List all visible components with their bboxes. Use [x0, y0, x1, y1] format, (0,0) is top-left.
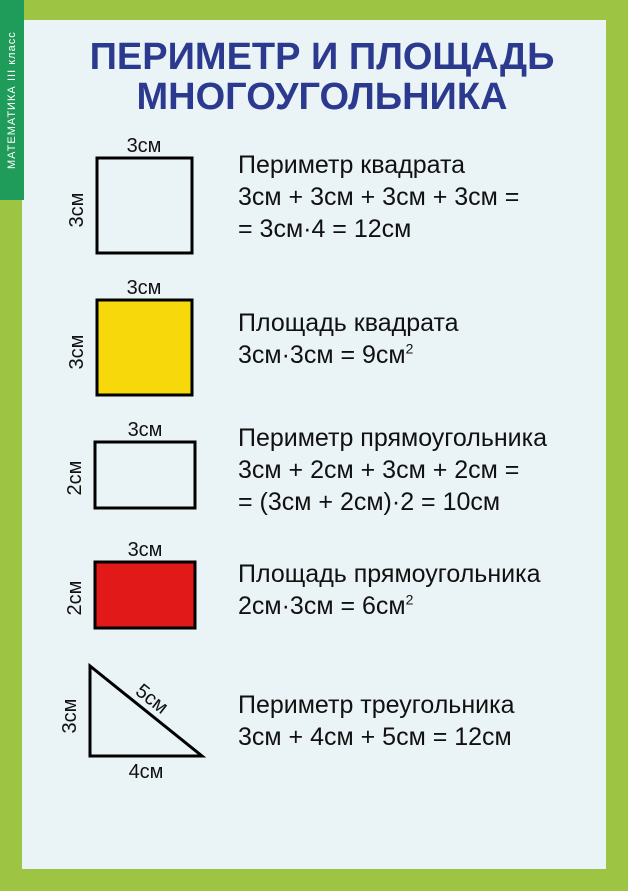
title-line-1: ПЕРИМЕТР И ПЛОЩАДЬ: [50, 38, 594, 78]
formula-line: 2см·3см = 6см2: [238, 590, 594, 622]
shape-rect-filled: 3см 2см: [50, 536, 220, 644]
svg-text:3см: 3см: [127, 135, 162, 157]
heading: Периметр треугольника: [238, 689, 594, 721]
svg-text:5см: 5см: [131, 680, 172, 719]
sidebar-grade: III класс: [5, 31, 19, 81]
svg-text:2см: 2см: [64, 460, 86, 495]
svg-text:3см: 3см: [66, 192, 88, 227]
inner-panel: ПЕРИМЕТР И ПЛОЩАДЬ МНОГОУГОЛЬНИКА 3см 3с…: [22, 20, 606, 869]
row-triangle-perimeter: 3см 4см 5см Периметр треугольника 3см + …: [50, 656, 594, 786]
sidebar-tab: МАТЕМАТИКА III класс: [0, 0, 24, 200]
svg-text:3см: 3см: [128, 419, 163, 441]
heading: Периметр квадрата: [238, 149, 594, 181]
row-rect-perimeter: 3см 2см Периметр прямоугольника 3см + 2с…: [50, 416, 594, 524]
row-square-perimeter: 3см 3см Периметр квадрата 3см + 3см + 3с…: [50, 132, 594, 262]
svg-text:4см: 4см: [129, 761, 164, 783]
heading: Площадь прямоугольника: [238, 558, 594, 590]
shape-triangle: 3см 4см 5см: [50, 656, 220, 786]
text-square-perimeter: Периметр квадрата 3см + 3см + 3см + 3см …: [238, 149, 594, 245]
formula-line: 3см + 4см + 5см = 12см: [238, 721, 594, 753]
formula-line: 3см + 2см + 3см + 2см =: [238, 454, 594, 486]
text-rect-area: Площадь прямоугольника 2см·3см = 6см2: [238, 558, 594, 622]
svg-text:3см: 3см: [66, 334, 88, 369]
heading: Периметр прямоугольника: [238, 422, 594, 454]
svg-text:3см: 3см: [128, 539, 163, 561]
formula-line: 3см + 3см + 3см + 3см =: [238, 181, 594, 213]
outer-frame: МАТЕМАТИКА III класс ПЕРИМЕТР И ПЛОЩАДЬ …: [0, 0, 628, 891]
page-title: ПЕРИМЕТР И ПЛОЩАДЬ МНОГОУГОЛЬНИКА: [50, 38, 594, 118]
svg-text:2см: 2см: [64, 580, 86, 615]
heading: Площадь квадрата: [238, 307, 594, 339]
shape-square-outline: 3см 3см: [50, 132, 220, 262]
title-line-2: МНОГОУГОЛЬНИКА: [50, 78, 594, 118]
formula-line: 3см·3см = 9см2: [238, 339, 594, 371]
shape-rect-outline: 3см 2см: [50, 416, 220, 524]
svg-text:3см: 3см: [59, 698, 81, 733]
formula-line: = (3см + 2см)·2 = 10см: [238, 486, 594, 518]
row-rect-area: 3см 2см Площадь прямоугольника 2см·3см =…: [50, 536, 594, 644]
row-square-area: 3см 3см Площадь квадрата 3см·3см = 9см2: [50, 274, 594, 404]
text-rect-perimeter: Периметр прямоугольника 3см + 2см + 3см …: [238, 422, 594, 518]
sidebar-subject: МАТЕМАТИКА: [5, 85, 19, 169]
formula-line: = 3см·4 = 12см: [238, 213, 594, 245]
svg-text:3см: 3см: [127, 277, 162, 299]
text-square-area: Площадь квадрата 3см·3см = 9см2: [238, 307, 594, 371]
text-triangle-perimeter: Периметр треугольника 3см + 4см + 5см = …: [238, 689, 594, 753]
shape-square-filled: 3см 3см: [50, 274, 220, 404]
rows-container: 3см 3см Периметр квадрата 3см + 3см + 3с…: [50, 132, 594, 786]
